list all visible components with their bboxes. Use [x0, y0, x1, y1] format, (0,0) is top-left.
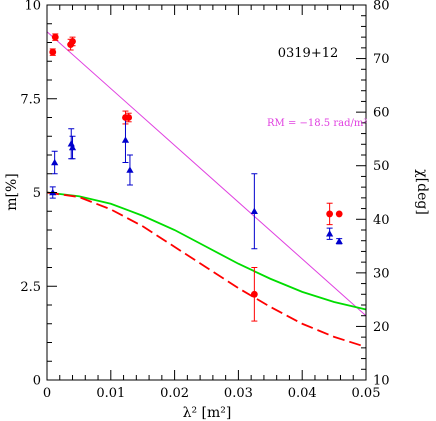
- error-bars: [49, 33, 343, 322]
- data-points: [49, 33, 343, 298]
- data-point-circle: [69, 38, 76, 45]
- rm-label: RM = −18.5 rad/m²: [267, 118, 367, 129]
- y2-tick-label: 40: [373, 213, 390, 228]
- data-point-triangle: [326, 230, 334, 237]
- x-axis-label: λ² [m²]: [183, 405, 232, 421]
- x-tick-label: 0.04: [288, 386, 317, 401]
- y-tick-label: 5: [33, 186, 41, 201]
- y2-tick-label: 70: [373, 52, 390, 67]
- data-point-circle: [250, 290, 258, 298]
- data-point-circle: [51, 33, 59, 41]
- y2-tick-label: 60: [373, 106, 390, 121]
- x-tick-label: 0.03: [224, 386, 253, 401]
- x-tick-label: 0.05: [352, 386, 381, 401]
- model-line-red-model: [46, 191, 367, 348]
- data-point-triangle: [51, 158, 59, 166]
- x-tick-label: 0: [43, 386, 51, 401]
- y-tick-label: 0: [33, 374, 41, 389]
- data-point-triangle: [67, 140, 75, 147]
- tick-labels: 0 0.01 0.02 0.03 0.04 0.05 0 2.5 5 7.5 10 10 20 30 40 5…: [20, 0, 389, 401]
- y2-tick-label: 30: [373, 266, 390, 281]
- y2-axis-label: χ[deg]: [414, 169, 430, 215]
- model-line-rm-fit: [46, 31, 367, 317]
- data-point-triangle: [335, 237, 343, 244]
- y-tick-label: 7.5: [20, 92, 41, 107]
- data-point-triangle: [250, 207, 258, 214]
- data-point-triangle: [126, 166, 134, 173]
- data-point-circle: [326, 210, 334, 218]
- y-tick-label: 2.5: [20, 280, 41, 295]
- data-point-triangle: [68, 143, 77, 151]
- source-label: 0319+12: [278, 46, 339, 61]
- data-point-triangle: [121, 136, 130, 143]
- data-point-circle: [335, 210, 343, 218]
- x-tick-label: 0.01: [96, 386, 125, 401]
- y-tick-label: 10: [24, 0, 41, 14]
- y2-tick-label: 50: [373, 159, 390, 174]
- plot-frame: [46, 4, 367, 381]
- axes: [46, 4, 367, 381]
- y2-tick-label: 80: [373, 0, 390, 14]
- y-axis-label: m[%]: [4, 173, 20, 211]
- y2-tick-label: 20: [373, 320, 390, 335]
- model-line-green-model: [46, 191, 367, 311]
- plot-lines: [46, 31, 367, 348]
- data-point-circle: [125, 114, 133, 121]
- y2-tick-label: 10: [373, 374, 390, 389]
- x-tick-label: 0.02: [160, 386, 189, 401]
- data-point-circle: [49, 48, 57, 56]
